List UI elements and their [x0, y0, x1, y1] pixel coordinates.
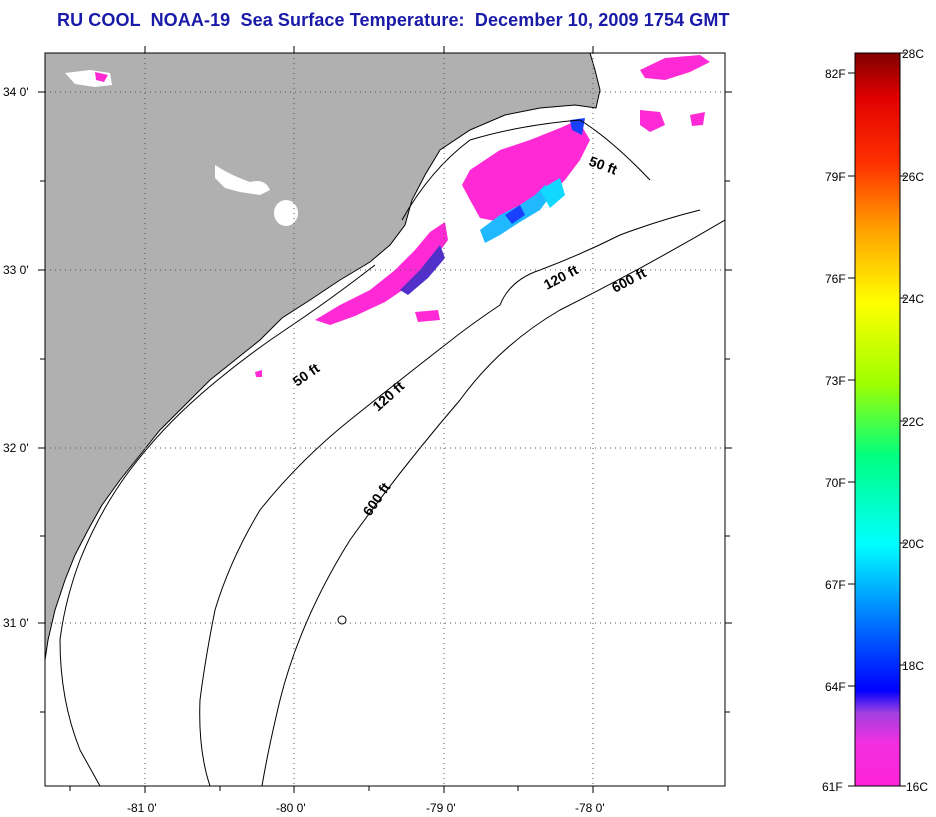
colorbar-gradient [854, 52, 901, 787]
lon-tick-78: -78 0' [575, 801, 605, 815]
colorbar-c-22: 22C [902, 415, 924, 429]
isobaths [59, 119, 725, 786]
colorbar-c-24: 24C [902, 292, 924, 306]
plot-area: 50 ft 120 ft 600 ft 50 ft 120 ft 600 ft [45, 53, 725, 786]
sst-patches [95, 55, 710, 377]
lat-tick-34: 34 0' [3, 85, 29, 99]
colorbar-f-70: 70F [825, 476, 846, 490]
colorbar-f-73: 73F [825, 374, 846, 388]
graticule [45, 53, 725, 786]
map-title: RU COOL NOAA-19 Sea Surface Temperature:… [57, 10, 730, 30]
colorbar-f-61: 61F [822, 780, 843, 794]
colorbar-f-82: 82F [825, 67, 846, 81]
coastline [45, 53, 601, 661]
isobath-50ft [59, 119, 651, 786]
land-area [45, 53, 600, 660]
lat-tick-32: 32 0' [3, 441, 29, 455]
colorbar-c-18: 18C [902, 659, 924, 673]
colorbar-c-28: 28C [902, 47, 924, 61]
colorbar-c-20: 20C [902, 537, 924, 551]
colorbar-f-64: 64F [825, 680, 846, 694]
isobath-600ft [261, 219, 725, 786]
colorbar-f-76: 76F [825, 272, 846, 286]
isobath-120ft [199, 209, 701, 786]
plot-frame [44, 52, 726, 787]
colorbar: 28C 26C 24C 22C 20C 18C 16C 82F 79F 76F … [822, 47, 928, 794]
colorbar-c-26: 26C [902, 170, 924, 184]
colorbar-f-67: 67F [825, 578, 846, 592]
lat-tick-31: 31 0' [3, 616, 29, 630]
colorbar-c-16: 16C [906, 780, 928, 794]
lon-tick-79: -79 0' [426, 801, 456, 815]
colorbar-f-79: 79F [825, 170, 846, 184]
lat-tick-33: 33 0' [3, 263, 29, 277]
lon-tick-81: -81 0' [127, 801, 157, 815]
tick-marks [38, 46, 732, 793]
lon-tick-80: -80 0' [276, 801, 306, 815]
